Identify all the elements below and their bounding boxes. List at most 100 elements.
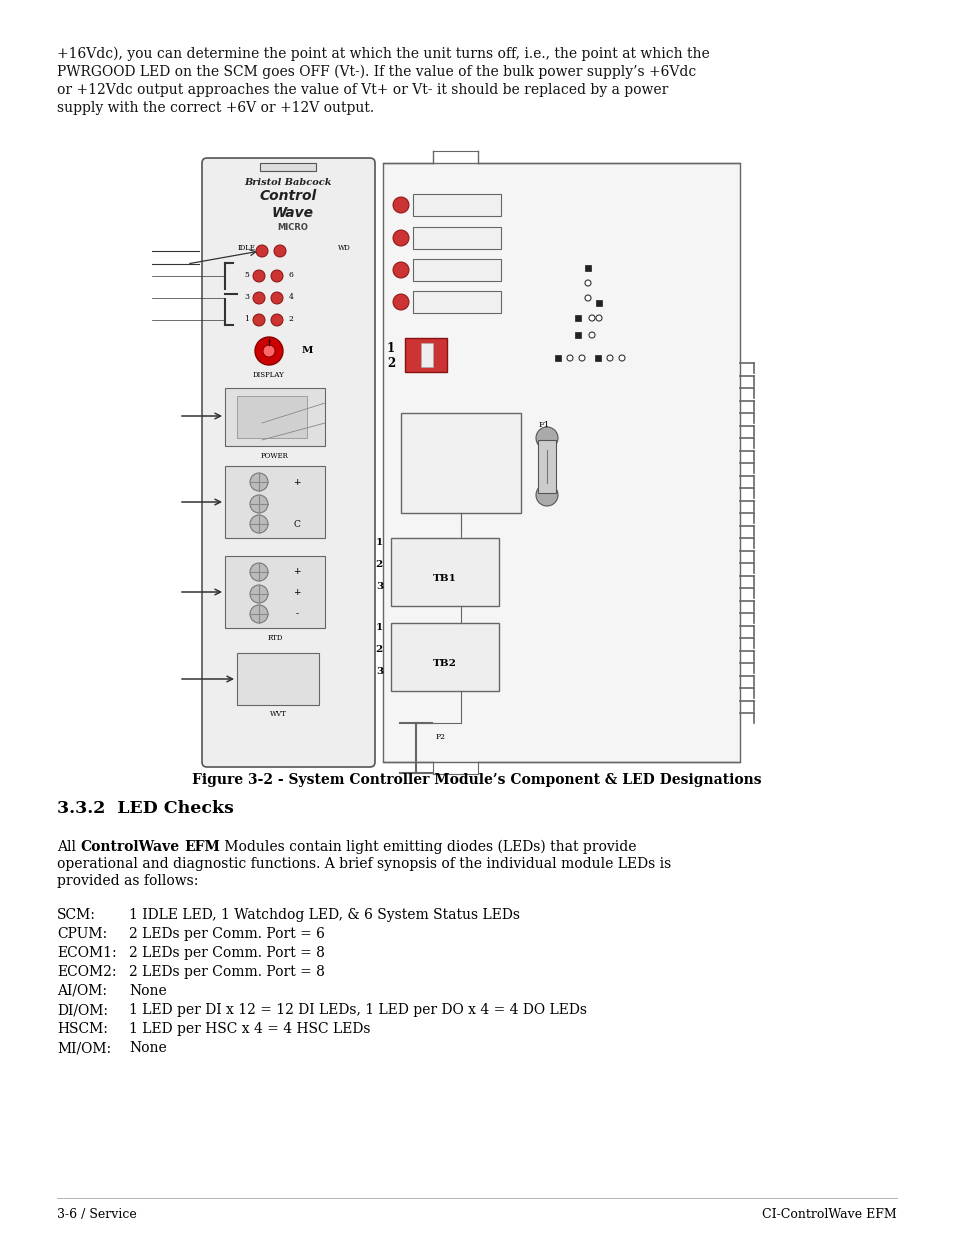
- Circle shape: [584, 280, 590, 287]
- Circle shape: [253, 291, 265, 304]
- Bar: [555, 354, 560, 361]
- Text: 2: 2: [375, 645, 382, 655]
- Circle shape: [271, 291, 283, 304]
- Text: POWER: POWER: [261, 452, 289, 459]
- Bar: [225, 466, 325, 538]
- FancyBboxPatch shape: [202, 158, 375, 767]
- Bar: [413, 291, 500, 312]
- Text: F1: F1: [538, 421, 550, 429]
- Text: 1 LED per HSC x 4 = 4 HSC LEDs: 1 LED per HSC x 4 = 4 HSC LEDs: [129, 1023, 370, 1036]
- Text: Figure 3-2 - System Controller Module’s Component & LED Designations: Figure 3-2 - System Controller Module’s …: [192, 773, 761, 787]
- Text: 1 IDLE LED, 1 Watchdog LED, & 6 System Status LEDs: 1 IDLE LED, 1 Watchdog LED, & 6 System S…: [129, 908, 519, 923]
- Text: All: All: [57, 840, 80, 853]
- Text: 1: 1: [387, 342, 395, 354]
- Circle shape: [271, 314, 283, 326]
- Text: None: None: [129, 1041, 167, 1055]
- Text: 3: 3: [375, 667, 382, 676]
- Text: -: -: [295, 609, 298, 618]
- Text: M: M: [301, 346, 313, 354]
- Circle shape: [566, 354, 573, 361]
- Text: None: None: [129, 984, 167, 998]
- Bar: [537, 440, 556, 493]
- Text: Bristol Babcock: Bristol Babcock: [244, 178, 332, 186]
- Text: 5: 5: [244, 270, 249, 279]
- Bar: [236, 653, 318, 705]
- Text: 3: 3: [375, 582, 382, 592]
- Text: RTD: RTD: [267, 634, 282, 642]
- Text: CI-ControlWave EFM: CI-ControlWave EFM: [761, 1208, 896, 1221]
- Text: 2: 2: [288, 315, 294, 324]
- Circle shape: [263, 345, 274, 357]
- Text: TB1: TB1: [433, 574, 456, 583]
- Text: 2: 2: [375, 559, 382, 569]
- Bar: [420, 343, 433, 367]
- Bar: [405, 338, 447, 372]
- Text: 3.3.2  LED Checks: 3.3.2 LED Checks: [57, 800, 233, 818]
- Bar: [596, 300, 601, 306]
- Circle shape: [588, 315, 595, 321]
- Bar: [413, 227, 500, 249]
- Bar: [391, 538, 498, 606]
- Text: 2 LEDs per Comm. Port = 8: 2 LEDs per Comm. Port = 8: [129, 946, 325, 960]
- Bar: [391, 622, 498, 692]
- Text: AI/OM:: AI/OM:: [57, 984, 107, 998]
- Text: ECOM1:: ECOM1:: [57, 946, 116, 960]
- Text: 3-6 / Service: 3-6 / Service: [57, 1208, 136, 1221]
- Bar: [413, 259, 500, 282]
- Bar: [225, 556, 325, 629]
- Text: TB2: TB2: [433, 659, 456, 668]
- Circle shape: [255, 245, 268, 257]
- Bar: [575, 315, 580, 321]
- Circle shape: [274, 245, 286, 257]
- Text: P2: P2: [436, 734, 446, 741]
- Text: HSCM:: HSCM:: [57, 1023, 108, 1036]
- Text: +: +: [293, 567, 300, 576]
- Circle shape: [588, 332, 595, 338]
- Text: MICRO: MICRO: [277, 224, 308, 232]
- Text: +16Vdc), you can determine the point at which the unit turns off, i.e., the poin: +16Vdc), you can determine the point at …: [57, 47, 709, 62]
- Text: PWRGOOD LED on the SCM goes OFF (Vt-). If the value of the bulk power supply’s +: PWRGOOD LED on the SCM goes OFF (Vt-). I…: [57, 65, 696, 79]
- Bar: [584, 266, 590, 270]
- Circle shape: [606, 354, 613, 361]
- Text: provided as follows:: provided as follows:: [57, 874, 198, 888]
- Text: WVT: WVT: [269, 710, 286, 718]
- Circle shape: [253, 270, 265, 282]
- Text: EFM: EFM: [184, 840, 219, 853]
- Circle shape: [250, 605, 268, 622]
- Circle shape: [250, 515, 268, 534]
- Text: 1 LED per DI x 12 = 12 DI LEDs, 1 LED per DO x 4 = 4 DO LEDs: 1 LED per DI x 12 = 12 DI LEDs, 1 LED pe…: [129, 1003, 586, 1016]
- Circle shape: [393, 294, 409, 310]
- Circle shape: [536, 484, 558, 506]
- Circle shape: [271, 270, 283, 282]
- Text: 1: 1: [244, 315, 249, 324]
- Text: C: C: [294, 520, 300, 529]
- Bar: [575, 332, 580, 338]
- Bar: [236, 396, 307, 438]
- Text: +: +: [293, 478, 300, 487]
- Text: CPUM:: CPUM:: [57, 927, 107, 941]
- Text: 6: 6: [288, 270, 294, 279]
- Circle shape: [250, 473, 268, 492]
- Text: 1: 1: [375, 622, 382, 632]
- Circle shape: [250, 585, 268, 603]
- Circle shape: [536, 427, 558, 450]
- Text: operational and diagnostic functions. A brief synopsis of the individual module : operational and diagnostic functions. A …: [57, 857, 671, 871]
- Text: WD: WD: [337, 245, 350, 252]
- Text: IDLE: IDLE: [238, 245, 255, 252]
- Text: SCM:: SCM:: [57, 908, 95, 923]
- Text: DISPLAY: DISPLAY: [253, 370, 285, 379]
- Text: Modules contain light emitting diodes (LEDs) that provide: Modules contain light emitting diodes (L…: [219, 840, 636, 855]
- Bar: [400, 412, 520, 513]
- Circle shape: [596, 315, 601, 321]
- Text: ECOM2:: ECOM2:: [57, 965, 116, 979]
- Text: Wave: Wave: [272, 206, 314, 220]
- Text: Control: Control: [259, 189, 316, 203]
- Circle shape: [618, 354, 624, 361]
- Circle shape: [250, 563, 268, 580]
- Circle shape: [393, 262, 409, 278]
- Bar: [413, 194, 500, 216]
- Text: or +12Vdc output approaches the value of Vt+ or Vt- it should be replaced by a p: or +12Vdc output approaches the value of…: [57, 83, 668, 98]
- Text: +: +: [293, 588, 300, 597]
- Text: 3: 3: [244, 293, 250, 301]
- Text: DI/OM:: DI/OM:: [57, 1003, 108, 1016]
